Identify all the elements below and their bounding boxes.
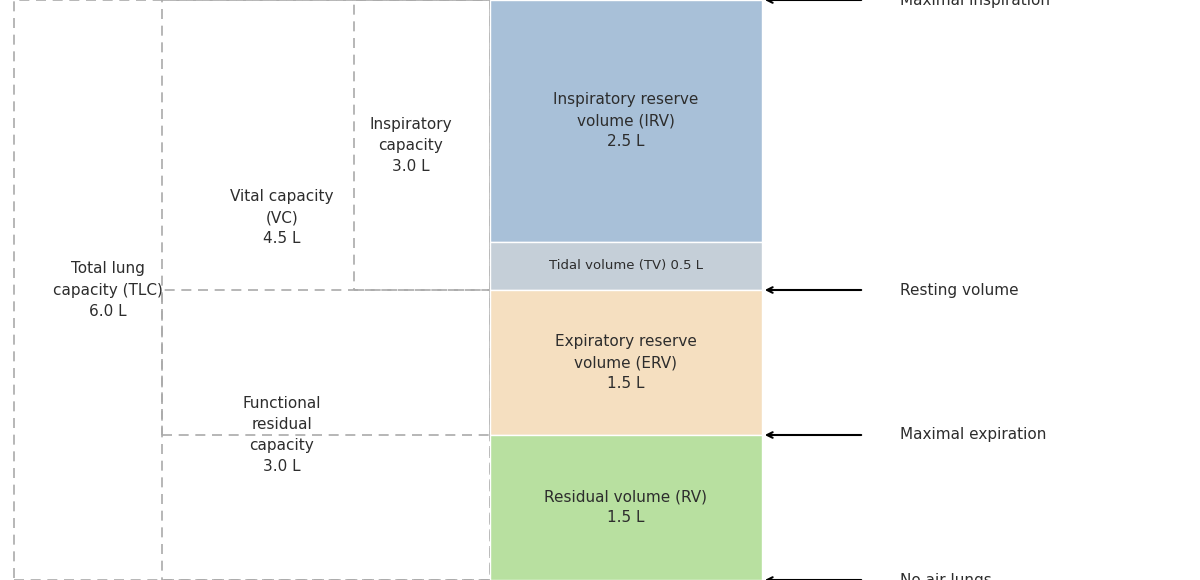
Bar <box>490 242 762 290</box>
Text: Resting volume: Resting volume <box>900 282 1019 298</box>
Bar <box>490 290 762 435</box>
Bar <box>490 0 762 242</box>
Text: No air lungs: No air lungs <box>900 572 991 580</box>
Bar <box>14 0 490 580</box>
Text: Expiratory reserve
volume (ERV)
1.5 L: Expiratory reserve volume (ERV) 1.5 L <box>554 334 697 391</box>
Bar <box>162 290 490 580</box>
Bar <box>490 435 762 580</box>
Text: Vital capacity
(VC)
4.5 L: Vital capacity (VC) 4.5 L <box>230 189 334 246</box>
Text: Inspiratory reserve
volume (IRV)
2.5 L: Inspiratory reserve volume (IRV) 2.5 L <box>553 92 698 149</box>
Bar <box>162 0 490 435</box>
Text: Maximal expiration: Maximal expiration <box>900 427 1046 443</box>
Text: Maximal inspiration: Maximal inspiration <box>900 0 1050 8</box>
Text: Functional
residual
capacity
3.0 L: Functional residual capacity 3.0 L <box>242 396 322 474</box>
Text: Tidal volume (TV) 0.5 L: Tidal volume (TV) 0.5 L <box>548 259 703 273</box>
Text: Inspiratory
capacity
3.0 L: Inspiratory capacity 3.0 L <box>370 117 451 173</box>
Bar <box>354 0 490 290</box>
Text: Total lung
capacity (TLC)
6.0 L: Total lung capacity (TLC) 6.0 L <box>53 262 163 318</box>
Text: Residual volume (RV)
1.5 L: Residual volume (RV) 1.5 L <box>545 490 707 525</box>
